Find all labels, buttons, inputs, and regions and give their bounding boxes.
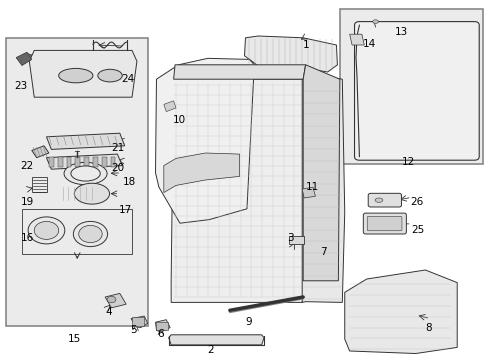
Ellipse shape — [73, 221, 107, 247]
Polygon shape — [302, 78, 344, 302]
Text: 12: 12 — [401, 157, 414, 167]
Ellipse shape — [28, 217, 64, 244]
Bar — [339, 9, 482, 164]
Ellipse shape — [59, 68, 93, 83]
Bar — [84, 157, 89, 167]
Text: 5: 5 — [129, 325, 136, 336]
Text: 9: 9 — [244, 317, 251, 327]
FancyBboxPatch shape — [354, 22, 478, 160]
Bar — [66, 157, 71, 167]
Polygon shape — [163, 153, 239, 193]
Text: 3: 3 — [287, 233, 294, 243]
Text: 8: 8 — [425, 323, 431, 333]
Text: 17: 17 — [118, 204, 131, 215]
Text: 18: 18 — [123, 177, 136, 187]
Text: 14: 14 — [362, 39, 375, 49]
Text: 10: 10 — [173, 114, 185, 125]
Bar — [6, 38, 147, 326]
Polygon shape — [46, 154, 122, 169]
FancyBboxPatch shape — [366, 216, 401, 231]
Polygon shape — [32, 146, 49, 158]
Polygon shape — [16, 52, 32, 66]
Ellipse shape — [372, 20, 378, 23]
Polygon shape — [155, 320, 170, 332]
Polygon shape — [302, 187, 315, 198]
Polygon shape — [155, 58, 254, 223]
Bar — [102, 157, 106, 167]
Text: 24: 24 — [121, 74, 134, 84]
Polygon shape — [168, 335, 264, 345]
Polygon shape — [105, 293, 126, 308]
Text: 7: 7 — [320, 247, 326, 257]
Ellipse shape — [374, 198, 382, 202]
Polygon shape — [173, 65, 305, 79]
Polygon shape — [344, 270, 456, 354]
Bar — [132, 317, 144, 326]
Bar — [58, 157, 62, 167]
Text: 2: 2 — [206, 345, 213, 355]
Bar — [49, 157, 54, 167]
Polygon shape — [171, 79, 305, 302]
Polygon shape — [349, 34, 364, 45]
Ellipse shape — [34, 221, 59, 239]
Bar — [32, 177, 47, 192]
FancyBboxPatch shape — [367, 193, 401, 207]
Polygon shape — [244, 36, 337, 72]
Text: 25: 25 — [410, 225, 423, 235]
Ellipse shape — [98, 69, 122, 82]
Bar — [288, 236, 304, 244]
Ellipse shape — [71, 166, 100, 181]
Bar — [93, 157, 98, 167]
Text: 1: 1 — [303, 40, 309, 50]
Text: 21: 21 — [111, 143, 124, 153]
Polygon shape — [46, 133, 124, 149]
Text: 26: 26 — [409, 197, 422, 207]
Ellipse shape — [107, 296, 116, 303]
Text: 15: 15 — [67, 334, 81, 344]
Ellipse shape — [79, 225, 102, 243]
Text: 23: 23 — [15, 81, 28, 91]
Bar — [75, 157, 80, 167]
Text: 16: 16 — [20, 233, 34, 243]
Polygon shape — [163, 101, 176, 112]
Text: 6: 6 — [157, 329, 163, 339]
Polygon shape — [303, 65, 339, 281]
Ellipse shape — [64, 162, 107, 185]
Text: 22: 22 — [20, 161, 34, 171]
FancyBboxPatch shape — [363, 213, 406, 234]
Text: 20: 20 — [111, 163, 124, 174]
Polygon shape — [131, 316, 147, 328]
Bar — [156, 322, 168, 330]
Text: 19: 19 — [20, 197, 34, 207]
Text: 13: 13 — [393, 27, 407, 37]
Ellipse shape — [74, 183, 109, 204]
Text: 4: 4 — [105, 307, 112, 318]
Text: 11: 11 — [305, 182, 318, 192]
Polygon shape — [29, 50, 137, 97]
Bar — [110, 157, 115, 167]
